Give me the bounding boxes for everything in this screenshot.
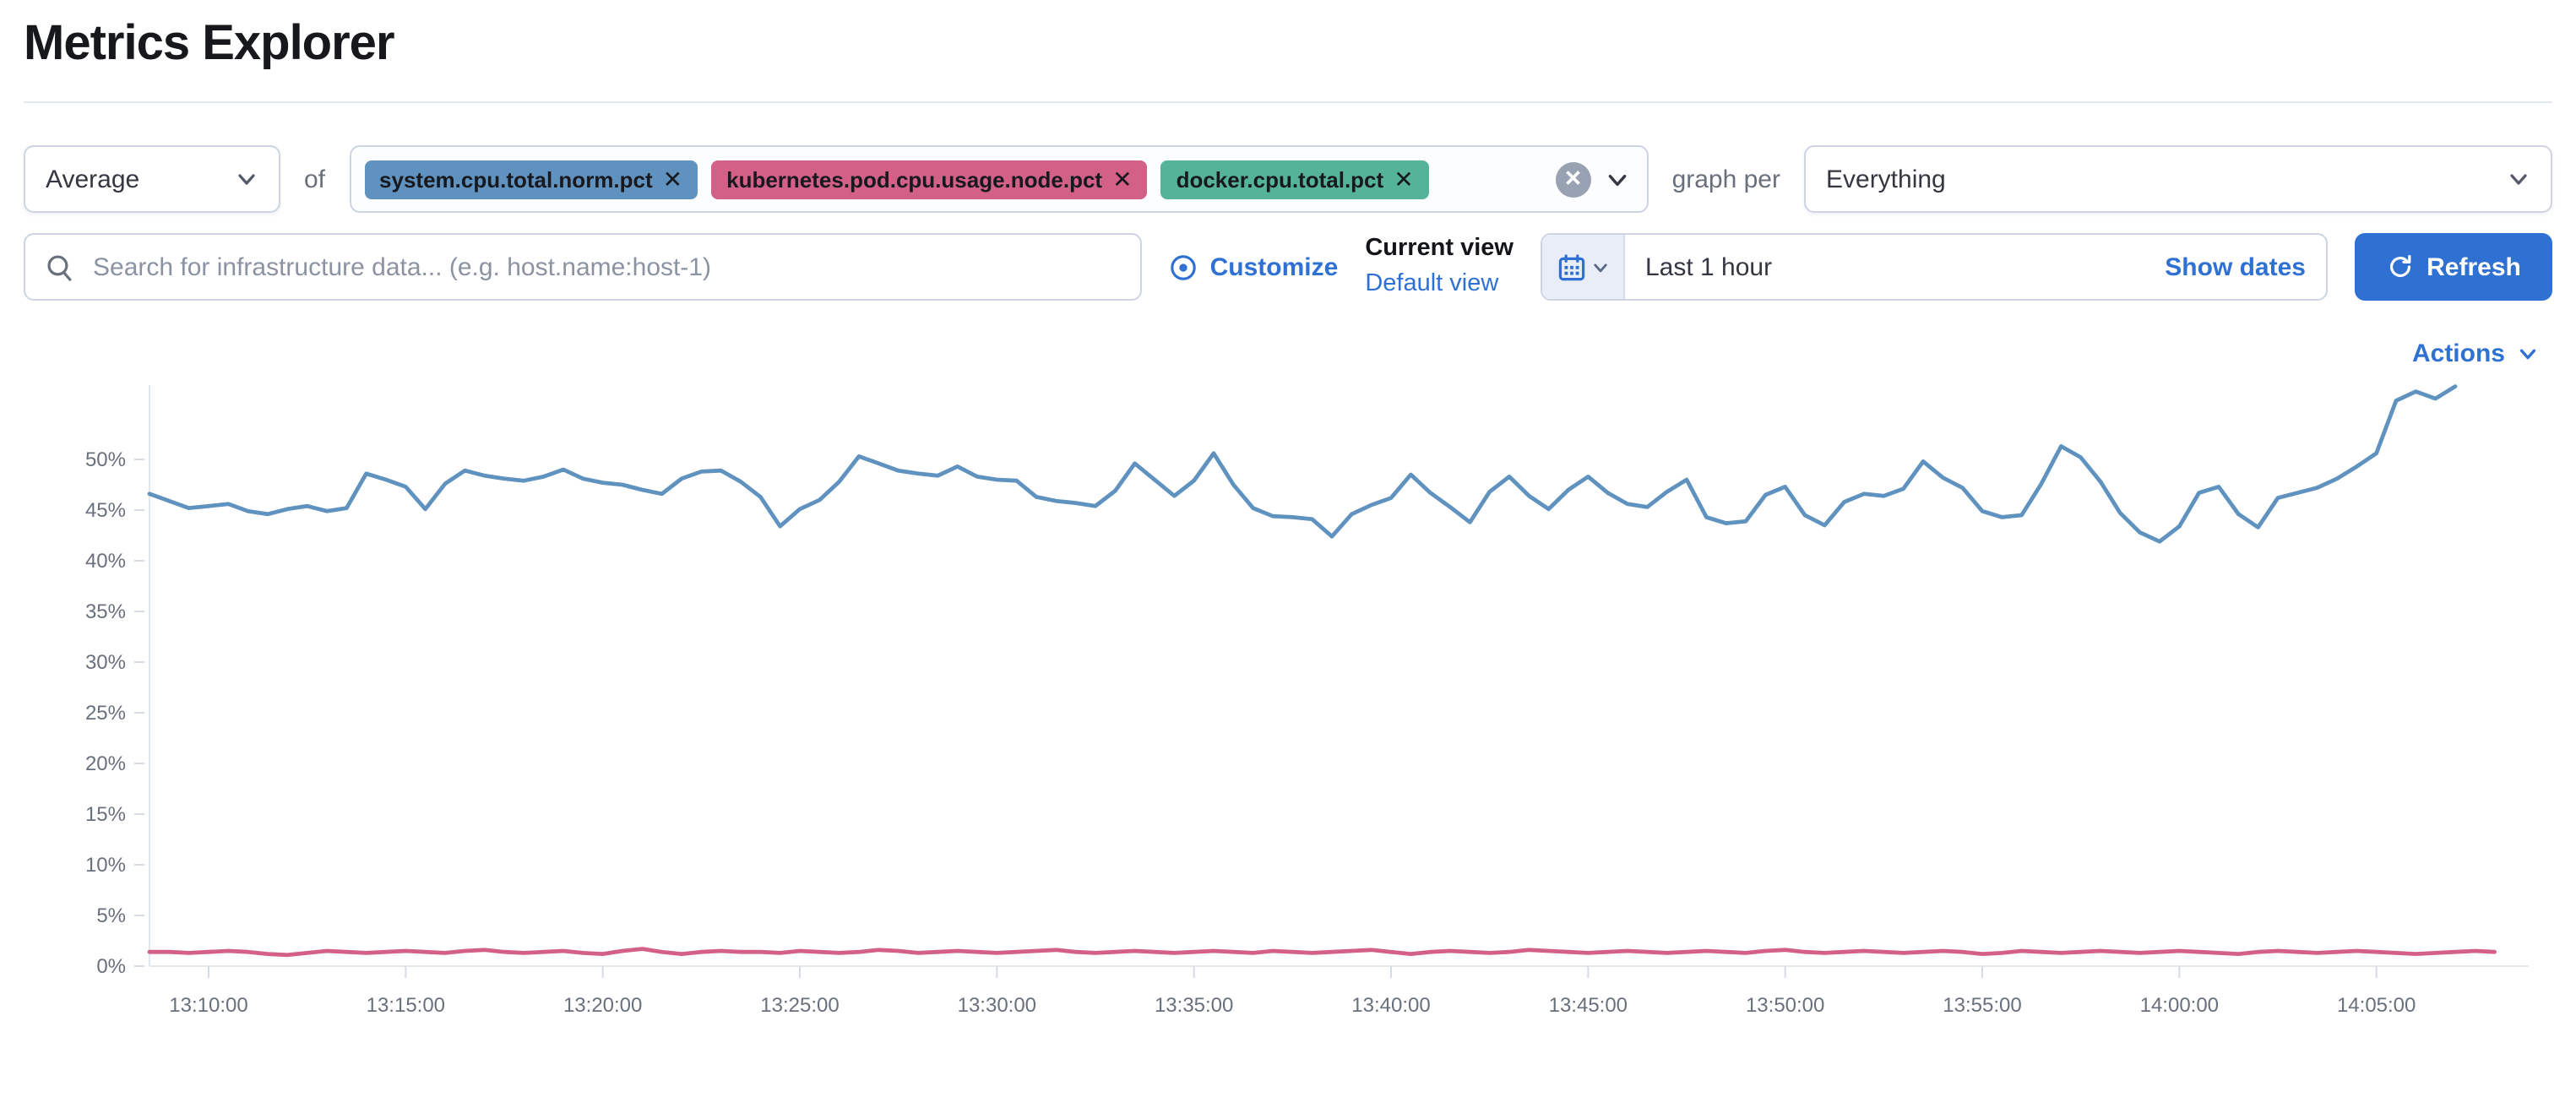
aggregation-select[interactable]: Average	[24, 145, 280, 214]
x-axis-tick-label: 13:40:00	[1351, 995, 1430, 1018]
refresh-label: Refresh	[2427, 253, 2521, 282]
chevron-down-icon	[1590, 258, 1609, 277]
line-chart: 0% 5% 10% 15% 20% 25% 30% 35% 40% 45% 50% 13:10:00 1…	[85, 384, 2529, 1018]
chart-actions-row: Actions	[0, 340, 2576, 369]
of-label: of	[304, 165, 326, 194]
x-axis-tick-label: 14:05:00	[2337, 995, 2416, 1018]
y-axis-tick-label: 25%	[85, 703, 126, 725]
actions-menu-button[interactable]: Actions	[2412, 340, 2539, 369]
search-box	[24, 233, 1143, 301]
metrics-chart: 0% 5% 10% 15% 20% 25% 30% 35% 40% 45% 50% 13:10:00 1…	[0, 379, 2576, 1045]
view-status: Current view Default view	[1365, 232, 1514, 303]
group-by-value: Everything	[1826, 165, 1946, 194]
search-icon	[46, 253, 74, 282]
x-axis-tick-label: 13:30:00	[958, 995, 1036, 1018]
remove-metric-icon[interactable]: ✕	[1112, 166, 1133, 193]
refresh-button[interactable]: Refresh	[2355, 233, 2552, 301]
x-axis-tick-label: 13:20:00	[563, 995, 642, 1018]
metric-pill-label: kubernetes.pod.cpu.usage.node.pct	[726, 166, 1103, 193]
date-picker-menu-button[interactable]	[1542, 235, 1625, 300]
graph-per-label: graph per	[1671, 165, 1780, 194]
x-axis-tick-label: 13:10:00	[169, 995, 247, 1018]
group-by-select[interactable]: Everything	[1804, 145, 2552, 214]
x-axis-tick-label: 13:55:00	[1943, 995, 2021, 1018]
x-axis-tick-label: 13:15:00	[367, 995, 445, 1018]
series-line-kubernetes.pod.cpu.usage.node.pct	[147, 947, 2497, 958]
page-header: Metrics Explorer	[0, 0, 2576, 104]
chevron-down-icon	[2507, 168, 2530, 192]
metric-pill-label: system.cpu.total.norm.pct	[379, 166, 653, 193]
metric-pill[interactable]: kubernetes.pod.cpu.usage.node.pct ✕	[711, 160, 1148, 199]
calendar-icon	[1557, 253, 1585, 282]
metric-pill[interactable]: system.cpu.total.norm.pct ✕	[364, 160, 698, 199]
chevron-down-icon	[2517, 344, 2539, 366]
series-line-system.cpu.total.norm.pct	[147, 384, 2458, 545]
aggregation-value: Average	[46, 165, 140, 194]
metric-pill-list: system.cpu.total.norm.pct ✕ kubernetes.pod…	[364, 160, 1542, 199]
page-title: Metrics Explorer	[24, 17, 395, 71]
time-range-value[interactable]: Last 1 hour	[1645, 253, 1773, 282]
current-view-label: Current view	[1365, 235, 1514, 263]
x-axis-tick-label: 14:00:00	[2140, 995, 2219, 1018]
actions-label: Actions	[2411, 339, 2505, 369]
metrics-toolbar: Average of system.cpu.total.norm.pct ✕ kub…	[0, 145, 2576, 214]
y-axis-tick-label: 15%	[85, 804, 126, 827]
metrics-combobox[interactable]: system.cpu.total.norm.pct ✕ kubernetes.pod…	[349, 145, 1649, 214]
y-axis-tick-label: 10%	[85, 855, 126, 877]
search-input[interactable]	[90, 251, 1121, 284]
remove-metric-icon[interactable]: ✕	[1394, 166, 1414, 193]
y-axis-tick-label: 45%	[85, 500, 126, 523]
y-axis-tick-label: 30%	[85, 652, 126, 675]
x-axis-tick-label: 13:35:00	[1155, 995, 1233, 1018]
combobox-chevron-down-icon[interactable]	[1605, 167, 1630, 193]
x-axis-tick-label: 13:25:00	[760, 995, 839, 1018]
eye-icon	[1170, 253, 1198, 282]
metric-pill[interactable]: docker.cpu.total.pct ✕	[1160, 160, 1429, 199]
clear-metrics-button[interactable]: ✕	[1555, 161, 1591, 198]
y-axis-tick-label: 35%	[85, 601, 126, 624]
header-divider	[24, 101, 2552, 104]
customize-label: Customize	[1209, 253, 1339, 282]
default-view-link[interactable]: Default view	[1365, 270, 1499, 298]
y-axis-tick-label: 20%	[85, 753, 126, 776]
x-axis-tick-label: 13:50:00	[1746, 995, 1824, 1018]
chevron-down-icon	[235, 168, 258, 192]
y-axis-tick-label: 5%	[96, 905, 126, 928]
query-toolbar: Customize Current view Default view	[0, 232, 2576, 303]
remove-metric-icon[interactable]: ✕	[662, 166, 683, 193]
show-dates-button[interactable]: Show dates	[2165, 253, 2306, 282]
y-axis-tick-label: 0%	[96, 956, 126, 979]
y-axis-tick-label: 40%	[85, 551, 126, 573]
y-axis-tick-label: 50%	[85, 449, 126, 472]
refresh-icon	[2386, 254, 2413, 281]
date-picker: Last 1 hour Show dates	[1541, 233, 2328, 301]
customize-button[interactable]: Customize	[1170, 253, 1339, 282]
x-axis-tick-label: 13:45:00	[1549, 995, 1628, 1018]
metric-pill-label: docker.cpu.total.pct	[1176, 166, 1384, 193]
